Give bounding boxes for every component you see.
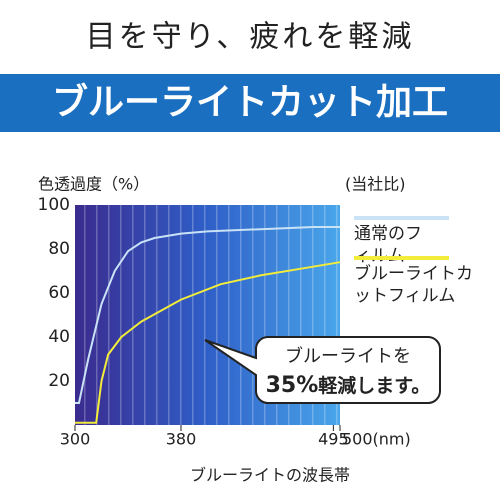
title: 目を守り、疲れを軽減 xyxy=(86,20,415,55)
callout xyxy=(204,336,441,404)
series-line xyxy=(75,226,340,404)
legend-label: ブルーライトカットフィルム xyxy=(354,264,473,306)
x-tick-label: 380 xyxy=(166,430,197,449)
callout-rest: 軽減します。 xyxy=(318,374,430,397)
x-tick-label: 495 xyxy=(318,430,349,449)
callout-highlight: 35% xyxy=(266,373,319,398)
y-tick-label: 60 xyxy=(48,283,70,303)
note: (当社比) xyxy=(345,175,406,194)
y-tick-label: 40 xyxy=(48,327,70,347)
x-tick-label: 500(nm) xyxy=(342,430,411,449)
legend-1: ブルーライトカットフィルム xyxy=(354,256,474,307)
callout-line2: 35%軽減します。 xyxy=(266,373,431,398)
banner: ブルーライトカット加工 xyxy=(52,81,448,123)
y-tick-label: 100 xyxy=(38,195,70,215)
y-tick-label: 20 xyxy=(48,371,70,391)
banner-bg xyxy=(0,74,500,132)
x-label: ブルーライトの波長帯 xyxy=(190,466,350,485)
legend-swatch xyxy=(354,256,449,260)
x-tick-label: 300 xyxy=(60,430,91,449)
legend-swatch xyxy=(354,216,449,220)
series-line xyxy=(75,261,341,424)
y-tick-label: 80 xyxy=(48,239,70,259)
y-label: 色透過度（%） xyxy=(38,175,149,194)
callout-line1: ブルーライトを xyxy=(285,345,411,367)
